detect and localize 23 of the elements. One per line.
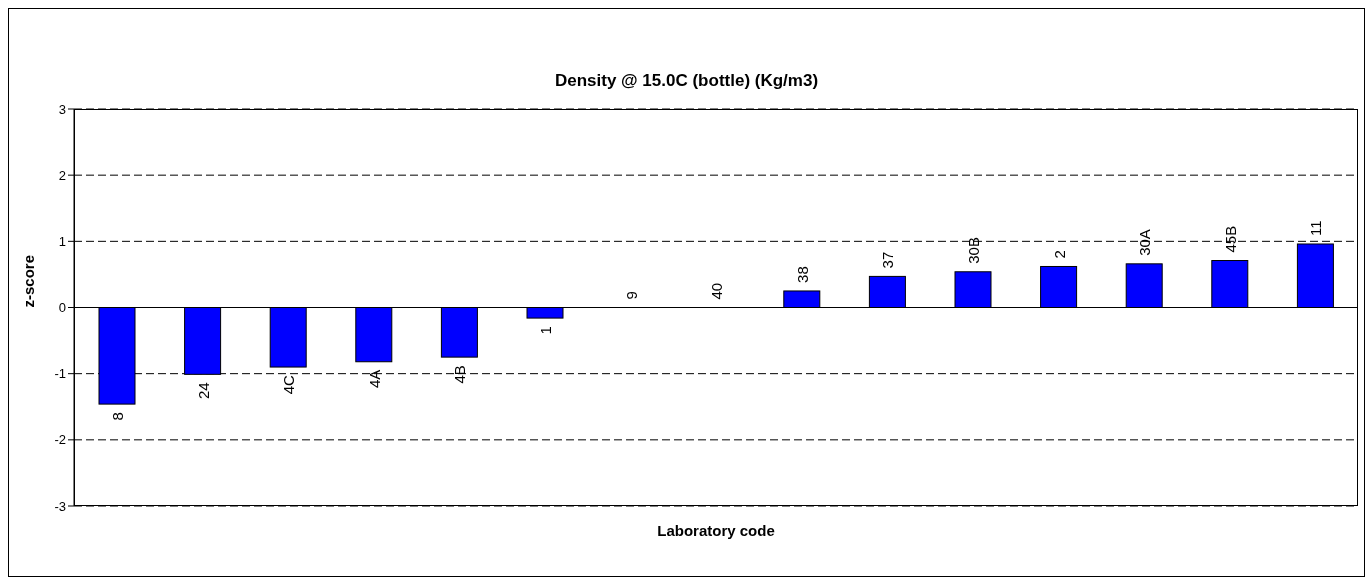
x-tick-label: 4C <box>280 374 298 395</box>
y-tick-label: 2 <box>58 167 66 183</box>
x-tick-label: 24 <box>194 382 212 400</box>
x-tick-label: 9 <box>622 291 640 300</box>
x-tick-label: 8 <box>109 412 126 421</box>
chart-title: Density @ 15.0C (bottle) (Kg/m3) <box>553 71 820 91</box>
x-tick-label: 11 <box>1307 220 1325 236</box>
x-tick-label: 2 <box>1050 250 1068 259</box>
y-tick-label: 0 <box>58 300 66 316</box>
x-tick-label: 38 <box>793 266 811 283</box>
y-tick-label: -1 <box>54 366 66 382</box>
x-tick-label: 40 <box>708 282 726 300</box>
x-tick-label: 45B <box>1221 225 1239 253</box>
x-axis-title: Laboratory code <box>657 522 775 539</box>
x-tick-label: 30B <box>965 237 982 264</box>
y-tick-label: 3 <box>58 101 66 117</box>
x-tick-label: 30A <box>1136 229 1154 256</box>
x-tick-label: 4B <box>451 365 469 384</box>
y-tick-label: -2 <box>54 432 66 448</box>
x-tick-label: 37 <box>879 251 897 269</box>
x-tick-label: 4A <box>365 369 383 389</box>
y-tick-label: -3 <box>54 498 66 514</box>
y-axis-title: z-score <box>20 254 38 308</box>
